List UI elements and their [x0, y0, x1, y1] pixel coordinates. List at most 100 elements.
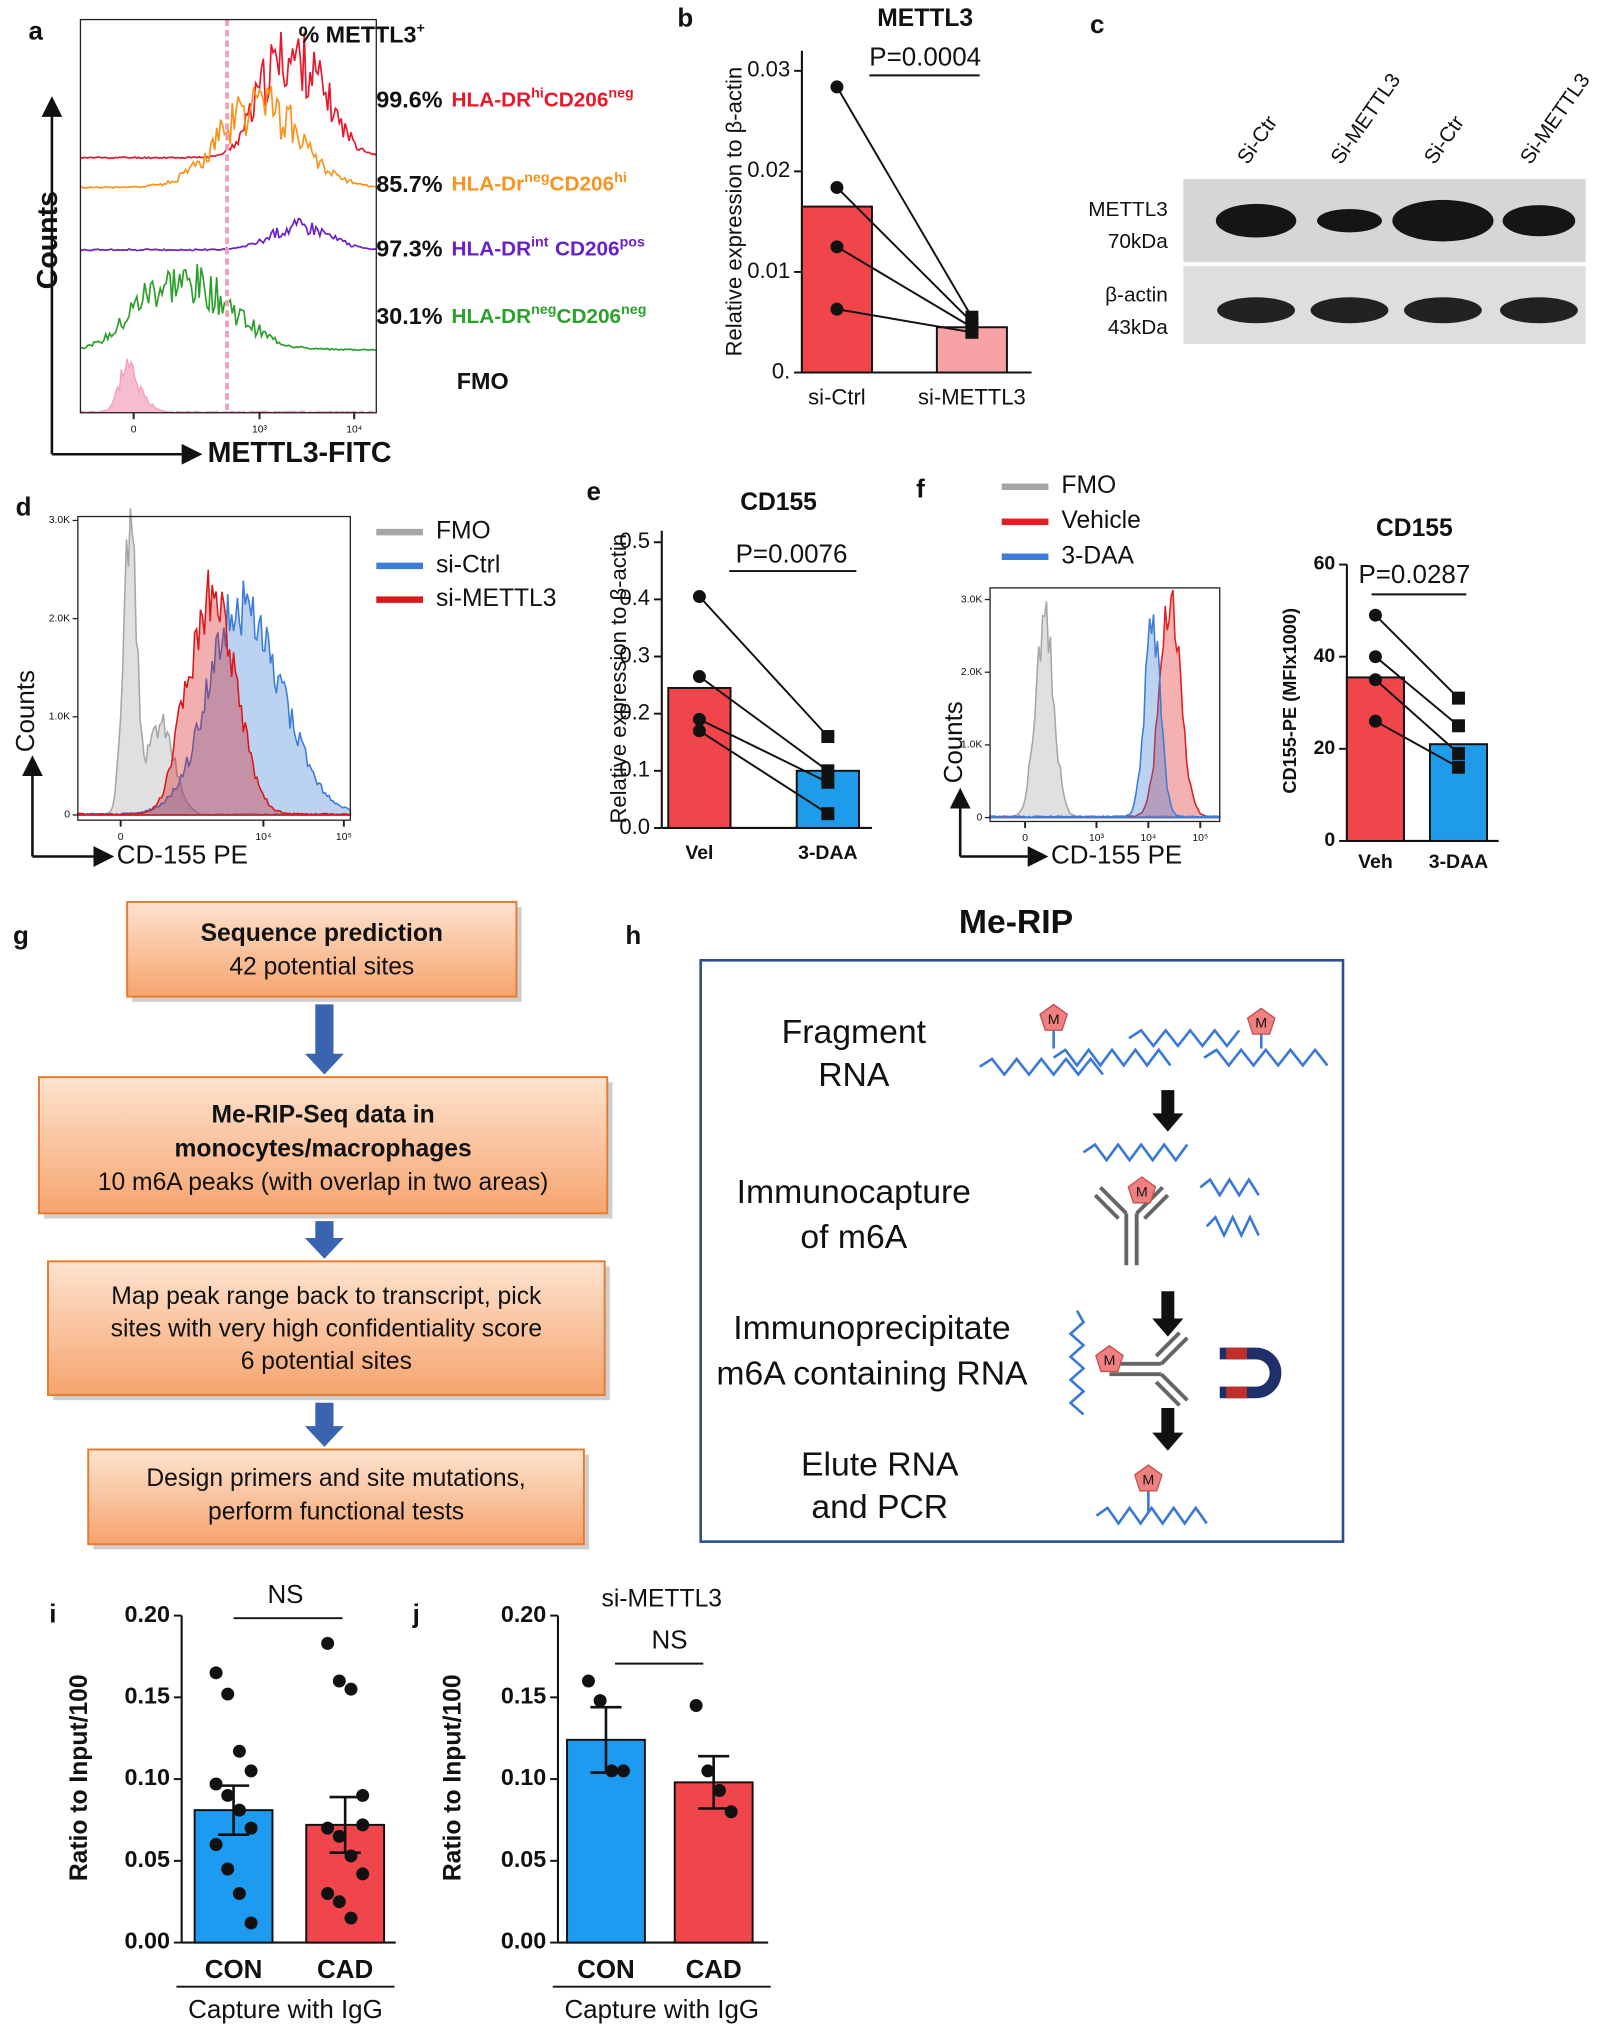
data-point	[209, 1666, 223, 1680]
data-point	[221, 1788, 235, 1802]
pair-line	[1374, 678, 1460, 755]
legend-label: si-METTL3	[436, 585, 556, 612]
plot-frame	[77, 515, 351, 821]
blot-row-label: 70kDa	[1108, 230, 1168, 253]
panel-label: a	[29, 17, 44, 45]
magnet	[1219, 1347, 1282, 1399]
flow-text: monocytes/macrophages	[175, 1135, 472, 1162]
data-point	[232, 1744, 246, 1758]
data-point	[1451, 691, 1465, 705]
rna-strand	[1203, 1047, 1329, 1068]
data-point	[232, 1887, 246, 1901]
histogram-curve	[80, 86, 377, 190]
data-point	[344, 1849, 358, 1863]
panel-label: j	[412, 1600, 420, 1628]
pair-line	[1374, 720, 1459, 769]
blot-row-label: METTL3	[1088, 198, 1168, 221]
panel-label: h	[625, 922, 641, 950]
data-point	[1368, 650, 1382, 664]
annotation: P=0.0076	[736, 540, 848, 568]
label-part: CD206	[544, 89, 609, 112]
y-tick-label: 0.10	[501, 1764, 546, 1790]
y-axis-label: CD155-PE (MFIx1000)	[1280, 608, 1300, 794]
m6a-marker	[1039, 1003, 1069, 1031]
data-point	[209, 1777, 223, 1791]
step-text: m6A containing RNA	[716, 1354, 1028, 1392]
panel-label: c	[1090, 11, 1104, 39]
flow-text: sites with very high confidentiality sco…	[111, 1316, 542, 1343]
rna-strand	[1095, 1505, 1208, 1526]
merip-title: Me-RIP	[959, 903, 1073, 941]
percent-label: 97.3%	[376, 236, 442, 262]
data-point	[689, 1699, 703, 1712]
flow-text: perform functional tests	[208, 1499, 464, 1526]
data-point	[821, 807, 835, 821]
x-tick-label: CON	[577, 1956, 635, 1984]
x-tick-label: Veh	[1358, 851, 1393, 873]
data-point	[244, 1821, 258, 1835]
y-tick-label: 0.15	[501, 1683, 546, 1709]
flow-box	[37, 1076, 609, 1215]
population-label: HLA-DRhiCD206neg	[452, 85, 634, 112]
label-part: HLA-DR	[452, 305, 532, 328]
population-label: HLA-DrnegCD206hi	[452, 170, 627, 197]
percent-label: 85.7%	[376, 171, 442, 197]
antibody	[1109, 1331, 1189, 1407]
superscript: +	[416, 20, 424, 36]
x-tick-label: 10⁴	[346, 424, 362, 435]
x-tick-label: 10⁵	[336, 832, 352, 843]
y-tick-label: 0.4	[619, 585, 650, 610]
label-part: HLA-DR	[452, 89, 532, 112]
antibody-chain	[1154, 1331, 1181, 1358]
x-tick-label: 10³	[252, 424, 268, 435]
m6a-label: M	[1142, 1472, 1154, 1488]
magnet-pole	[1226, 1347, 1247, 1399]
x-tick-label: CON	[205, 1956, 263, 1984]
superscript: pos	[620, 235, 645, 251]
legend-label: 3-DAA	[1061, 542, 1134, 569]
legend-label: Vehicle	[1061, 507, 1140, 534]
m6a-marker	[1127, 1176, 1157, 1204]
x-tick-label: CAD	[317, 1956, 373, 1984]
y-axis-label: Counts	[940, 701, 968, 783]
data-point	[965, 325, 979, 339]
lane-label: Si-METTL3	[1516, 69, 1595, 168]
blot-band	[1502, 205, 1576, 237]
y-tick-label: 0.5	[619, 528, 650, 553]
m6a-label: M	[1103, 1353, 1115, 1369]
pair-line	[836, 245, 973, 329]
data-point	[356, 1818, 370, 1832]
histogram-fmo	[79, 358, 377, 414]
step-text: Elute RNA	[801, 1445, 959, 1483]
annotation: P=0.0287	[1358, 561, 1470, 589]
y-tick-label: 0.	[772, 358, 790, 383]
percent-label: 99.6%	[376, 86, 442, 112]
data-point	[356, 1867, 370, 1881]
y-tick-label: 2.0K	[49, 613, 70, 624]
step-text: and PCR	[811, 1488, 948, 1526]
step-text: Fragment	[782, 1013, 927, 1051]
y-tick-label: 0	[1324, 829, 1335, 851]
legend-label: FMO	[1061, 472, 1116, 499]
antibody	[1093, 1186, 1170, 1266]
y-tick-label: 0.03	[747, 57, 790, 82]
blot-band	[1500, 297, 1578, 324]
data-point	[593, 1694, 607, 1708]
data-point	[692, 590, 706, 604]
data-point	[830, 302, 844, 316]
data-point	[1451, 746, 1465, 760]
data-point	[344, 1682, 358, 1696]
annotation: NS	[267, 1581, 303, 1609]
legend-label: si-Ctrl	[436, 551, 500, 578]
y-axis-label: Relative expression to β-actin	[722, 67, 747, 357]
plot-frame	[79, 18, 377, 414]
x-axis-label: METTL3-FITC	[208, 437, 392, 469]
blot-band	[1317, 209, 1382, 233]
y-tick-label: 0.3	[619, 642, 650, 667]
y-tick-label: 0.05	[125, 1846, 170, 1872]
data-point	[821, 764, 835, 778]
y-axis-label: Relative expression to β-actin	[606, 534, 631, 824]
m6a-label: M	[1136, 1184, 1148, 1200]
data-point	[332, 1674, 346, 1688]
